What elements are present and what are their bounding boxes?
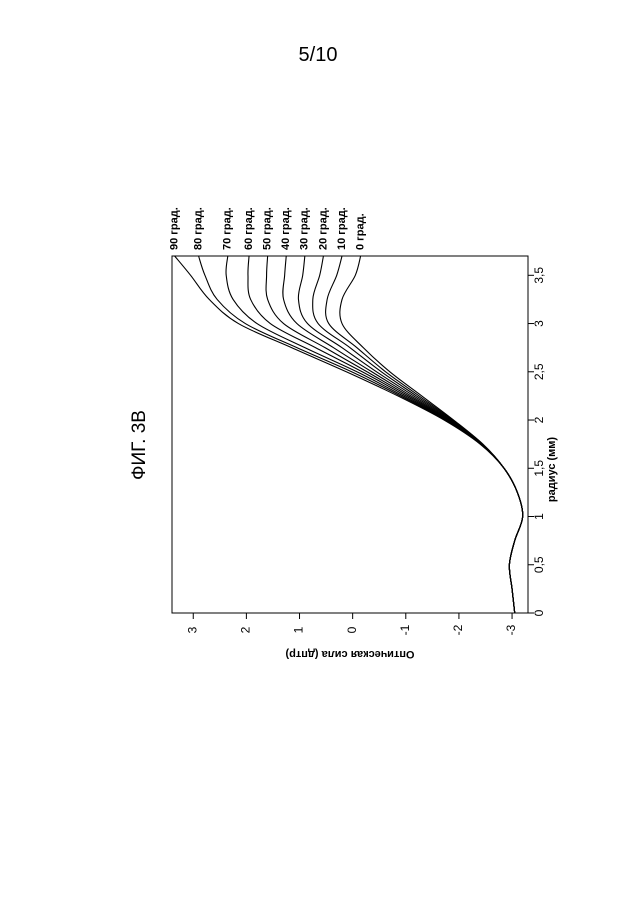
series-line [248, 256, 523, 613]
series-line [313, 256, 523, 613]
series-line [326, 256, 523, 613]
series-label: 30 град. [299, 207, 311, 250]
chart-title: ФИГ. 3В [129, 410, 150, 480]
series-label: 70 град. [222, 207, 234, 250]
series-label: 80 град. [192, 207, 204, 250]
x-tick-label: 3,5 [532, 267, 546, 284]
series-label: 10 град. [336, 207, 348, 250]
x-tick-label: 2 [532, 416, 546, 423]
series-label: 40 град. [280, 207, 292, 250]
y-tick-label: 2 [239, 626, 253, 633]
x-tick-label: 1,5 [532, 460, 546, 477]
y-axis-label: Оптическая сила (дптр) [285, 648, 414, 660]
y-tick-label: 3 [185, 626, 199, 633]
y-tick-label: 1 [292, 626, 306, 633]
series-label: 60 град. [243, 207, 255, 250]
series-line [283, 256, 523, 613]
x-tick-label: 0 [532, 609, 546, 616]
series-line [199, 256, 523, 613]
y-tick-label: -3 [504, 624, 518, 635]
x-axis-label: радиус (мм) [546, 437, 558, 503]
series-label: 20 град. [317, 207, 329, 250]
plot-frame [172, 256, 528, 613]
y-tick-label: -2 [451, 624, 465, 635]
x-tick-label: 0,5 [532, 556, 546, 573]
series-line [226, 256, 523, 613]
y-tick-label: -1 [398, 624, 412, 635]
series-label: 50 град. [262, 207, 274, 250]
series-line [266, 256, 523, 613]
x-tick-label: 2,5 [532, 363, 546, 380]
series-label: 90 град. [169, 207, 181, 250]
series-label: 0 град. [355, 213, 367, 250]
y-tick-label: 0 [345, 626, 359, 633]
series-line [340, 256, 523, 613]
series-line [298, 256, 522, 613]
x-tick-label: 1 [532, 513, 546, 520]
x-tick-label: 3 [532, 320, 546, 327]
